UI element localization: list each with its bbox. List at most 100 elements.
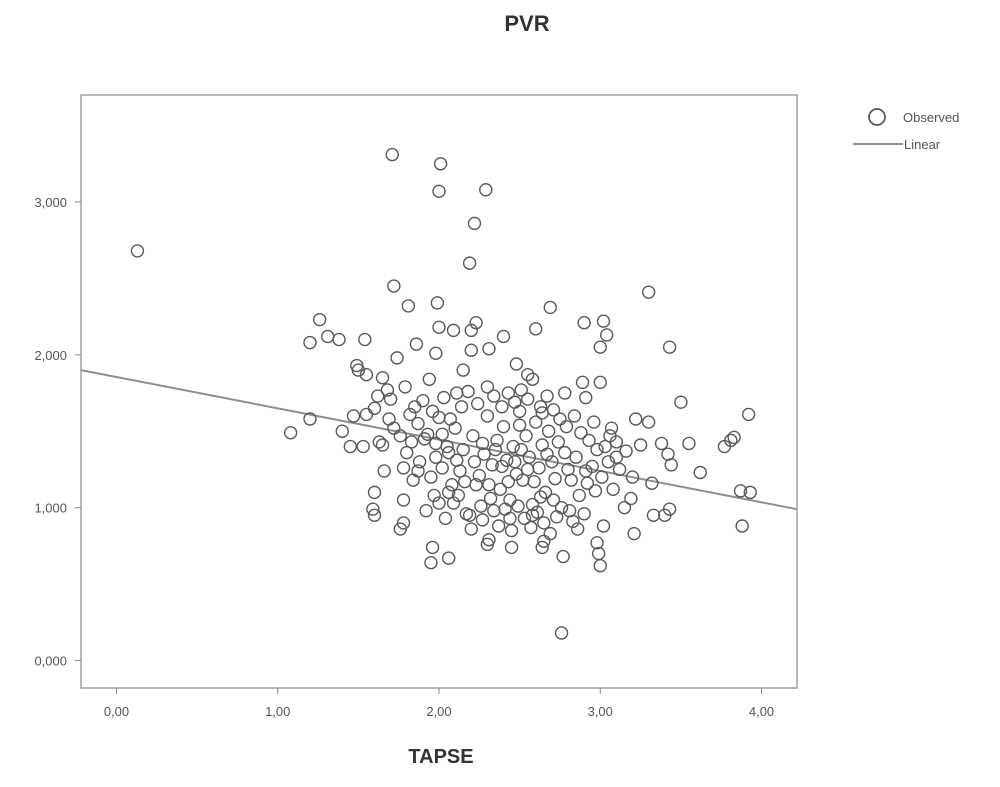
data-point: [482, 342, 496, 356]
data-point: [600, 328, 614, 342]
data-point: [411, 416, 425, 431]
data-point: [545, 455, 559, 469]
data-point: [404, 435, 419, 449]
data-point: [629, 412, 643, 426]
data-point: [466, 429, 480, 443]
data-point: [558, 445, 572, 460]
data-point: [641, 285, 656, 299]
data-point: [471, 397, 485, 411]
data-point: [682, 436, 696, 451]
data-point: [554, 500, 569, 515]
data-point: [532, 461, 546, 475]
y-tick-label: 3,000: [34, 195, 67, 210]
data-point: [321, 329, 335, 344]
data-point: [564, 473, 578, 487]
data-point: [469, 316, 483, 330]
data-point: [535, 438, 549, 452]
data-point: [556, 549, 570, 564]
data-point: [540, 389, 554, 403]
data-point: [646, 508, 661, 522]
data-point: [396, 493, 411, 507]
data-point: [587, 415, 601, 429]
data-point: [475, 513, 490, 527]
data-point: [377, 464, 391, 478]
data-point: [619, 444, 633, 458]
x-tick-label: 3,00: [588, 704, 613, 719]
data-point: [445, 478, 459, 492]
data-point: [612, 462, 627, 477]
data-point: [401, 299, 416, 313]
data-point: [450, 386, 464, 400]
data-point: [511, 499, 525, 513]
data-point: [654, 436, 669, 451]
data-point: [480, 380, 495, 394]
x-tick-label: 0,00: [104, 704, 129, 719]
data-point: [335, 424, 349, 438]
data-point: [641, 415, 656, 429]
data-point: [451, 488, 466, 503]
data-point: [422, 372, 437, 386]
data-point: [733, 484, 748, 498]
data-point: [346, 409, 361, 423]
data-point: [450, 453, 464, 467]
data-point: [520, 367, 535, 382]
data-point: [403, 407, 417, 422]
data-point: [464, 343, 478, 357]
data-point: [359, 367, 374, 382]
data-point: [601, 455, 616, 469]
data-point: [487, 389, 501, 403]
data-point: [543, 300, 557, 315]
data-point: [406, 473, 420, 487]
data-point: [303, 335, 317, 350]
data-point: [456, 363, 470, 377]
data-point: [520, 462, 535, 477]
data-point: [517, 511, 532, 526]
data-point: [575, 375, 590, 390]
data-point: [371, 389, 385, 403]
data-point: [438, 511, 453, 526]
data-point: [383, 392, 398, 406]
data-point: [512, 418, 527, 432]
legend-observed-marker: [868, 108, 886, 126]
data-point: [490, 433, 504, 448]
data-point: [443, 412, 457, 426]
data-point: [504, 523, 519, 538]
data-point: [546, 493, 561, 507]
data-point: [525, 497, 540, 512]
data-point: [424, 555, 438, 570]
data-point: [491, 519, 506, 533]
data-point: [343, 439, 358, 454]
data-point: [416, 393, 430, 408]
data-point: [593, 375, 607, 390]
data-point: [551, 435, 566, 449]
y-axis: 0,000 1,000 2,000 3,000: [34, 195, 81, 668]
points-layer: [130, 147, 757, 640]
data-point: [627, 526, 641, 541]
data-point: [558, 386, 572, 400]
data-point: [382, 412, 396, 426]
data-point: [367, 508, 382, 522]
data-point: [495, 459, 509, 474]
data-point: [472, 468, 487, 483]
data-point: [467, 216, 482, 231]
data-point: [332, 332, 346, 347]
data-point: [535, 540, 549, 555]
data-point: [430, 296, 445, 310]
data-point: [380, 383, 395, 397]
data-point: [424, 470, 438, 484]
data-point: [412, 455, 427, 469]
data-point: [533, 400, 548, 414]
data-point: [351, 363, 366, 377]
data-point: [514, 383, 528, 397]
data-point: [432, 496, 446, 510]
data-point: [519, 429, 533, 443]
data-point: [435, 461, 449, 475]
data-point: [480, 537, 495, 552]
data-point: [461, 384, 475, 399]
data-point: [462, 508, 477, 522]
data-point: [590, 536, 604, 550]
data-point: [588, 484, 603, 498]
data-point: [574, 426, 588, 440]
data-point: [506, 439, 520, 454]
legend: Observed Linear: [853, 108, 959, 152]
